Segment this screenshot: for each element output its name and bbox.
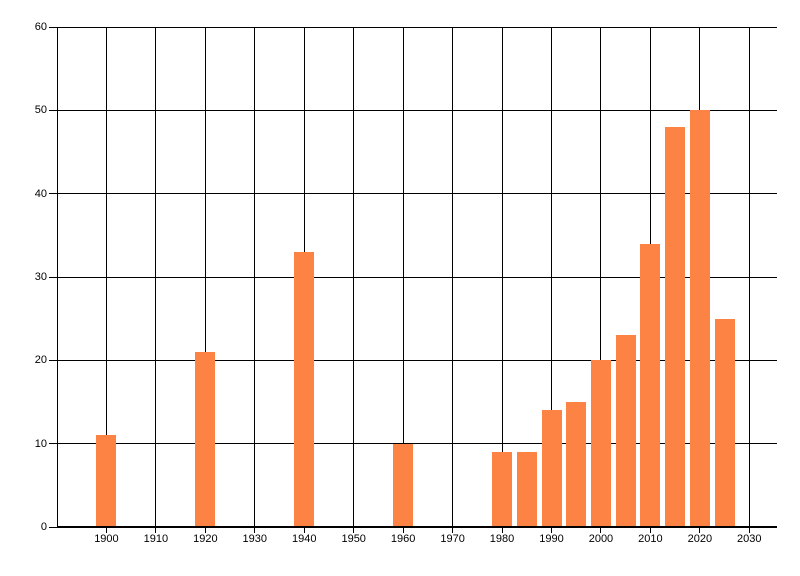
y-axis-tick xyxy=(49,193,57,195)
x-axis-tick xyxy=(105,527,107,533)
y-axis-tick-label: 50 xyxy=(34,104,47,117)
x-axis-line xyxy=(57,526,777,528)
x-axis-tick-label: 1910 xyxy=(143,533,169,545)
bar-1980 xyxy=(492,452,513,527)
gridline-vertical xyxy=(155,27,157,527)
x-axis-tick xyxy=(303,527,305,533)
y-axis-tick-label: 20 xyxy=(34,354,47,367)
x-axis-tick xyxy=(501,527,503,533)
gridline-vertical xyxy=(748,27,750,527)
x-axis-tick-label: 1980 xyxy=(489,533,515,545)
y-axis-tick xyxy=(49,276,57,278)
bar-1920 xyxy=(195,352,216,527)
gridline-vertical xyxy=(353,27,355,527)
y-axis-line xyxy=(56,27,58,527)
bar-1900 xyxy=(96,435,117,527)
gridline-vertical xyxy=(254,27,256,527)
x-axis-tick xyxy=(353,527,355,533)
y-axis-tick-label: 10 xyxy=(34,437,47,450)
y-axis-tick xyxy=(49,526,57,528)
x-axis-tick xyxy=(402,527,404,533)
x-axis-tick-label: 1970 xyxy=(440,533,465,545)
gridline-vertical xyxy=(501,27,503,527)
x-axis-tick-label: 2000 xyxy=(588,533,614,545)
bar-1990 xyxy=(541,410,562,527)
y-axis-tick xyxy=(49,26,57,28)
x-axis-tick xyxy=(748,527,750,533)
gridline-vertical xyxy=(402,27,404,527)
y-axis-tick-label: 30 xyxy=(34,271,47,283)
x-axis-tick xyxy=(649,527,651,533)
bar-1960 xyxy=(393,443,414,527)
x-axis-tick-label: 1920 xyxy=(193,533,218,545)
x-axis-tick-label: 2030 xyxy=(737,533,762,545)
x-axis-tick xyxy=(600,527,602,533)
bar-1985 xyxy=(516,452,537,527)
bar-2005 xyxy=(615,335,636,527)
x-axis-tick-label: 2020 xyxy=(687,533,713,545)
bar-2015 xyxy=(665,127,686,527)
x-axis-tick-label: 1930 xyxy=(242,533,268,545)
y-axis-tick xyxy=(49,443,57,445)
gridline-horizontal xyxy=(57,443,777,445)
bar-2010 xyxy=(640,243,661,527)
bar-1940 xyxy=(294,252,315,527)
gridline-vertical xyxy=(452,27,454,527)
bar-2020 xyxy=(689,110,710,527)
x-axis-tick-label: 1960 xyxy=(390,533,416,545)
bar-2025 xyxy=(714,318,735,527)
y-axis-tick-label: 40 xyxy=(34,187,47,200)
gridline-vertical xyxy=(551,27,552,527)
x-axis-tick xyxy=(254,527,256,533)
x-axis-tick-label: 1900 xyxy=(94,533,119,545)
y-axis-tick xyxy=(49,109,57,111)
x-axis-tick xyxy=(452,527,454,533)
gridline-horizontal xyxy=(57,276,777,278)
gridline-horizontal xyxy=(57,359,777,361)
x-axis-tick xyxy=(699,527,701,533)
x-axis-tick xyxy=(155,527,157,533)
gridline-vertical xyxy=(600,27,602,527)
x-axis-tick xyxy=(204,527,206,533)
x-axis-tick-label: 1950 xyxy=(341,533,366,545)
y-axis-tick xyxy=(49,359,57,361)
y-axis-tick-label: 0 xyxy=(40,521,47,533)
x-axis-tick-label: 1990 xyxy=(539,533,564,545)
x-axis-tick-label: 2010 xyxy=(638,533,663,545)
gridline-horizontal xyxy=(57,26,777,28)
gridline-horizontal xyxy=(57,109,777,111)
gridline-horizontal xyxy=(57,193,777,195)
gridline-vertical xyxy=(204,27,206,527)
gridline-vertical xyxy=(105,27,107,527)
bar-1995 xyxy=(566,402,587,527)
y-axis-tick-label: 60 xyxy=(34,21,47,33)
bar-2000 xyxy=(590,360,611,527)
x-axis-tick xyxy=(551,527,552,533)
x-axis-tick-label: 1940 xyxy=(292,533,317,545)
